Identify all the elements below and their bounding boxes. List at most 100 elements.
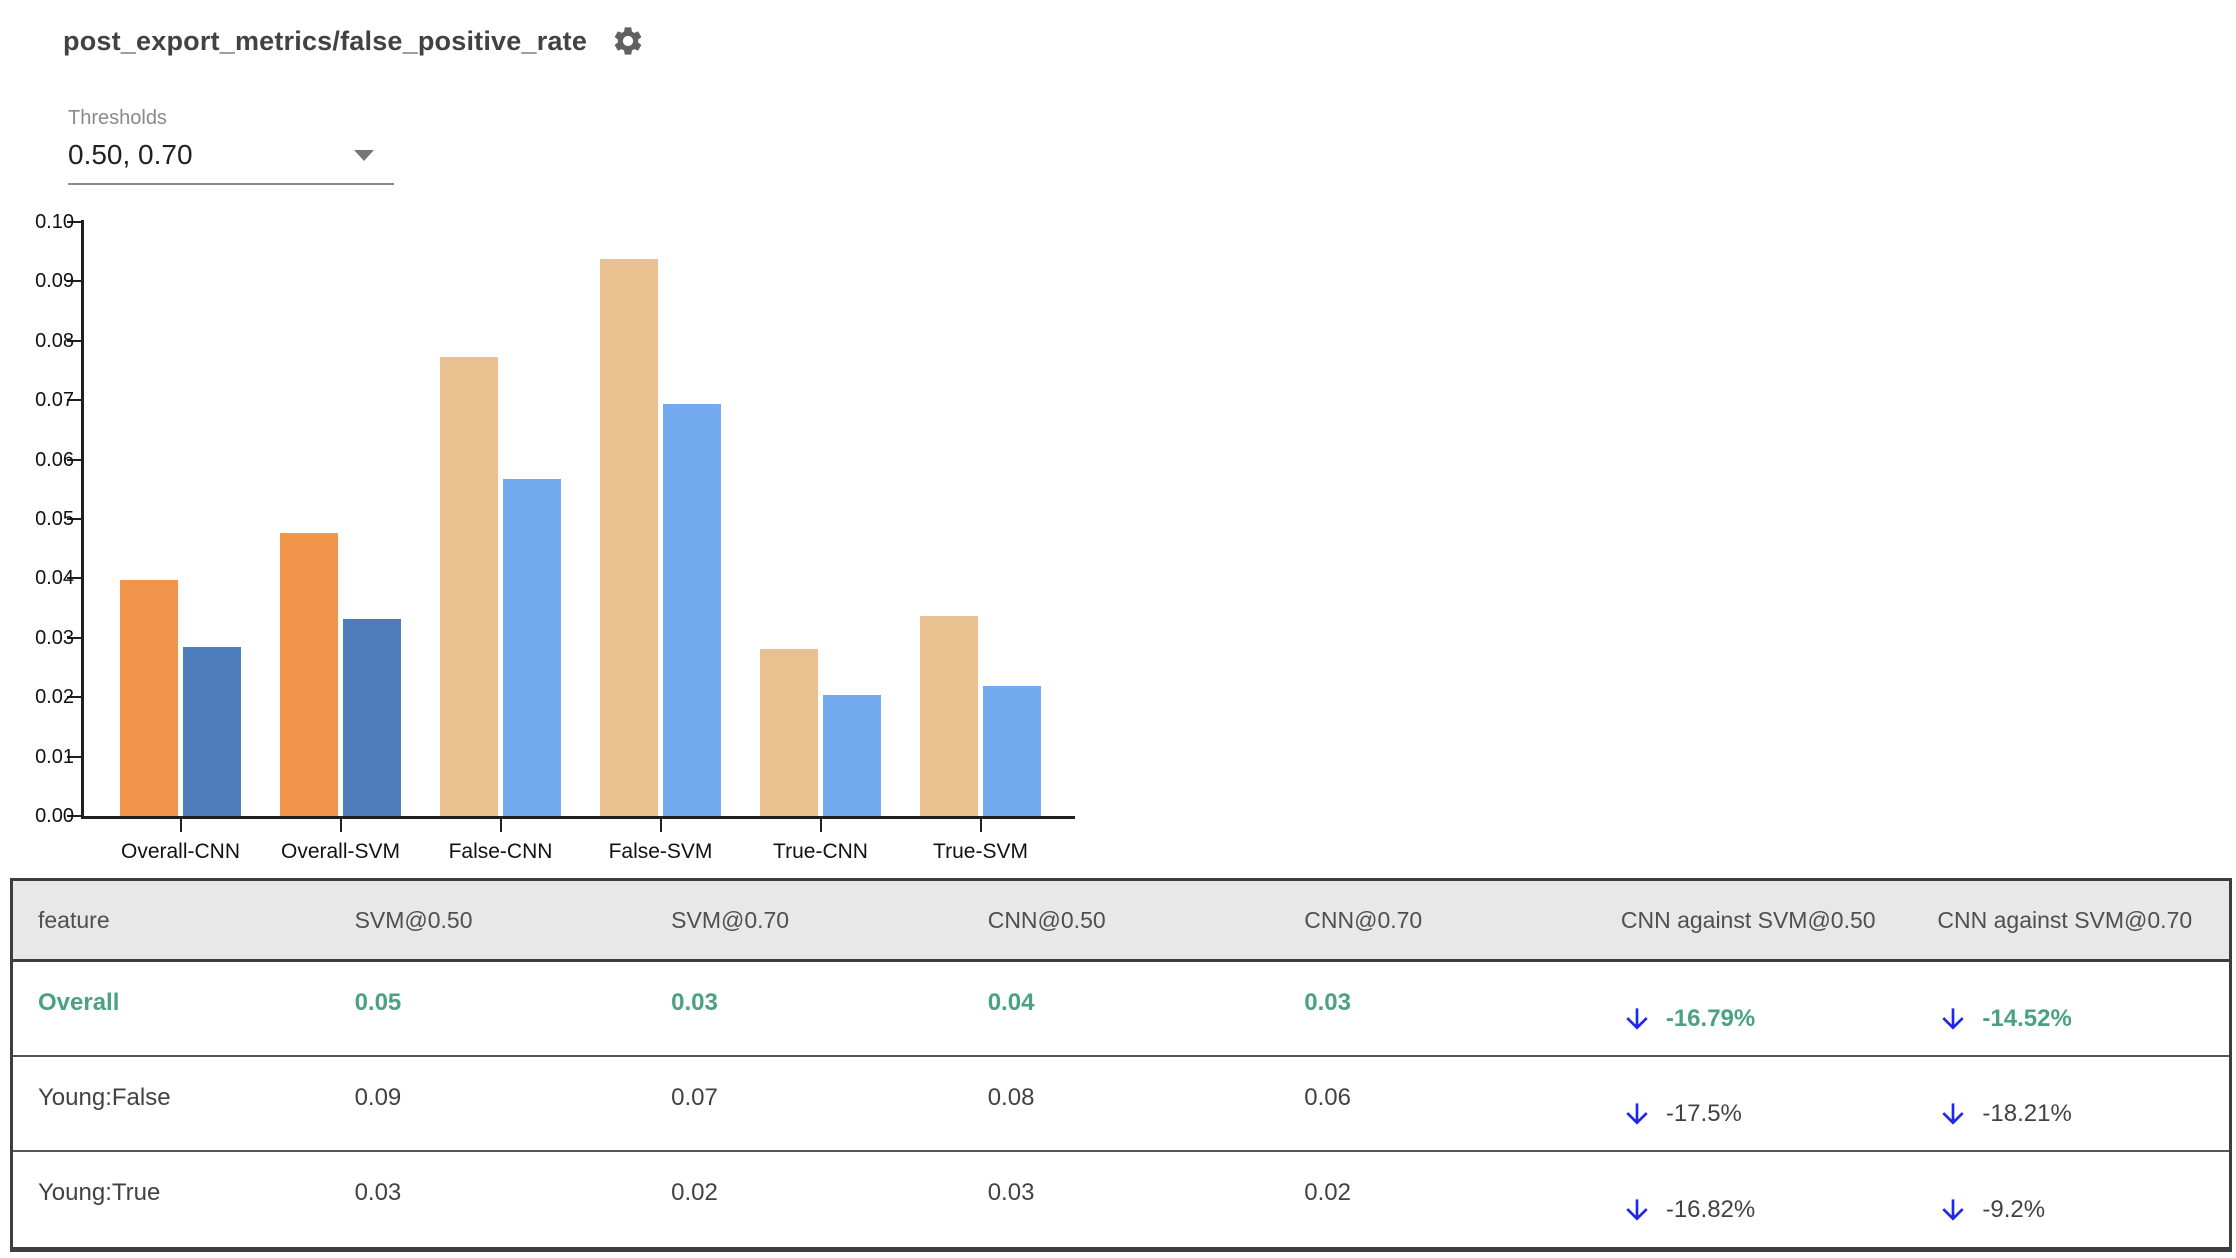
y-axis-tick-label: 0.09	[35, 270, 74, 293]
thresholds-selected-value: 0.50, 0.70	[68, 139, 193, 170]
dropdown-caret-icon	[354, 149, 374, 161]
bar-True-SVM-@0.50[interactable]	[920, 616, 978, 816]
table-row-young-false[interactable]: Young:False 0.09 0.07 0.08 0.06 -17.5% -…	[13, 1057, 2229, 1152]
metrics-table: feature SVM@0.50 SVM@0.70 CNN@0.50 CNN@0…	[10, 878, 2232, 1252]
arrow-down-icon	[1621, 1003, 1653, 1035]
comparison-value: -16.79%	[1665, 1004, 1756, 1032]
metric-cell: 0.08	[987, 1084, 1035, 1111]
x-axis-label: True-CNN	[773, 840, 868, 863]
bar-True-CNN-@0.70[interactable]	[823, 695, 881, 816]
column-header-cnn-070: CNN@0.70	[1304, 906, 1423, 933]
x-axis-tick	[979, 819, 982, 832]
x-axis-label: Overall-CNN	[120, 840, 240, 863]
x-axis-label: True-SVM	[933, 840, 1028, 863]
column-header-svm-050: SVM@0.50	[354, 906, 473, 933]
y-axis-tick	[67, 280, 81, 283]
comparison-value: -14.52%	[1982, 1004, 2072, 1032]
y-axis-tick	[67, 696, 81, 699]
bar-False-SVM-@0.70[interactable]	[663, 404, 721, 816]
metric-cell: 0.06	[1304, 1084, 1351, 1111]
x-axis-label: False-SVM	[608, 840, 713, 863]
metric-cell: 0.09	[354, 1084, 402, 1111]
arrow-down-icon	[1937, 1194, 1969, 1226]
bar-Overall-CNN-@0.70[interactable]	[183, 647, 241, 816]
table-header-row: feature SVM@0.50 SVM@0.70 CNN@0.50 CNN@0…	[13, 881, 2229, 962]
y-axis-tick	[67, 221, 81, 223]
arrow-down-icon	[1937, 1003, 1969, 1035]
widget-header: post_export_metrics/false_positive_rate	[63, 24, 645, 58]
y-axis-tick-label: 0.00	[35, 805, 74, 827]
bar-False-CNN-@0.50[interactable]	[440, 357, 498, 816]
y-axis-tick-label: 0.05	[35, 508, 74, 530]
y-axis-tick	[67, 339, 81, 342]
table-row-young-true[interactable]: Young:True 0.03 0.02 0.03 0.02 -16.82% -…	[13, 1152, 2229, 1247]
thresholds-select[interactable]: 0.50, 0.70	[68, 131, 394, 185]
column-header-feature: feature	[38, 906, 110, 933]
bar-Overall-CNN-@0.50[interactable]	[120, 580, 178, 816]
column-header-svm-070: SVM@0.70	[671, 906, 790, 933]
feature-cell: Young:False	[38, 1084, 171, 1111]
y-axis-tick	[67, 458, 81, 461]
page-title: post_export_metrics/false_positive_rate	[63, 25, 588, 56]
comparison-value: -17.5%	[1665, 1099, 1742, 1127]
arrow-down-icon	[1937, 1098, 1969, 1130]
bar-False-CNN-@0.70[interactable]	[503, 479, 561, 816]
y-axis-tick-label: 0.10	[35, 211, 74, 233]
x-axis-tick	[659, 819, 662, 832]
metric-cell: 0.02	[1304, 1179, 1351, 1206]
bar-Overall-SVM-@0.70[interactable]	[343, 619, 401, 816]
arrow-down-icon	[1621, 1098, 1653, 1130]
comparison-cell: -14.52%	[1912, 962, 2229, 1055]
metric-cell: 0.04	[987, 989, 1035, 1016]
table-row-overall[interactable]: Overall 0.05 0.03 0.04 0.03 -16.79% -14.…	[13, 962, 2229, 1057]
comparison-cell: -17.5%	[1596, 1057, 1913, 1150]
x-axis-line	[81, 816, 1075, 819]
metric-cell: 0.07	[671, 1084, 718, 1111]
y-axis-tick-label: 0.06	[35, 448, 74, 471]
y-axis-line	[81, 220, 84, 818]
thresholds-label: Thresholds	[68, 107, 167, 129]
y-axis-tick-label: 0.08	[35, 329, 74, 352]
comparison-cell: -18.21%	[1912, 1057, 2229, 1150]
comparison-value: -18.21%	[1982, 1099, 2072, 1127]
metric-cell: 0.03	[987, 1179, 1035, 1206]
comparison-cell: -16.82%	[1596, 1152, 1913, 1247]
y-axis-tick	[67, 518, 81, 520]
y-axis-tick	[67, 755, 81, 758]
metric-cell: 0.03	[354, 1179, 402, 1206]
x-axis-tick	[499, 819, 502, 832]
x-axis-label: Overall-SVM	[280, 840, 401, 863]
y-axis-tick-label: 0.04	[35, 567, 74, 590]
y-axis-tick-label: 0.03	[35, 626, 74, 649]
bar-Overall-SVM-@0.50[interactable]	[280, 533, 338, 816]
comparison-cell: -16.79%	[1596, 962, 1913, 1055]
column-header-cnn-vs-svm-050: CNN against SVM@0.50	[1620, 906, 1876, 933]
arrow-down-icon	[1621, 1194, 1653, 1226]
column-header-cnn-vs-svm-070: CNN against SVM@0.70	[1937, 906, 2193, 933]
comparison-value: -9.2%	[1982, 1195, 2046, 1223]
x-axis-tick	[179, 819, 182, 832]
thresholds-control: Thresholds 0.50, 0.70	[68, 105, 394, 185]
x-axis-tick	[819, 819, 822, 832]
x-axis-tick	[339, 819, 342, 832]
bar-True-CNN-@0.50[interactable]	[760, 649, 818, 816]
metric-cell: 0.03	[1304, 989, 1351, 1016]
y-axis-tick	[67, 815, 81, 817]
metric-cell: 0.03	[671, 989, 718, 1016]
settings-gear-icon[interactable]	[611, 24, 645, 58]
bar-False-SVM-@0.50[interactable]	[600, 259, 658, 816]
y-axis-tick	[67, 577, 81, 580]
y-axis-tick-label: 0.02	[35, 686, 74, 709]
bar-True-SVM-@0.70[interactable]	[983, 686, 1041, 816]
comparison-value: -16.82%	[1665, 1195, 1756, 1223]
bar-chart: 0.00 0.01 0.02 0.03 0.04 0.05 0.06 0.07 0.08 0.09…	[0, 200, 1130, 900]
metric-cell: 0.05	[354, 989, 402, 1016]
column-header-cnn-050: CNN@0.50	[987, 906, 1106, 933]
y-axis-tick-label: 0.01	[35, 745, 74, 768]
feature-cell: Overall	[38, 989, 120, 1016]
y-axis-tick	[67, 636, 81, 639]
x-axis-label: False-CNN	[448, 840, 553, 863]
y-axis-tick	[67, 399, 81, 402]
metric-cell: 0.02	[671, 1179, 718, 1206]
